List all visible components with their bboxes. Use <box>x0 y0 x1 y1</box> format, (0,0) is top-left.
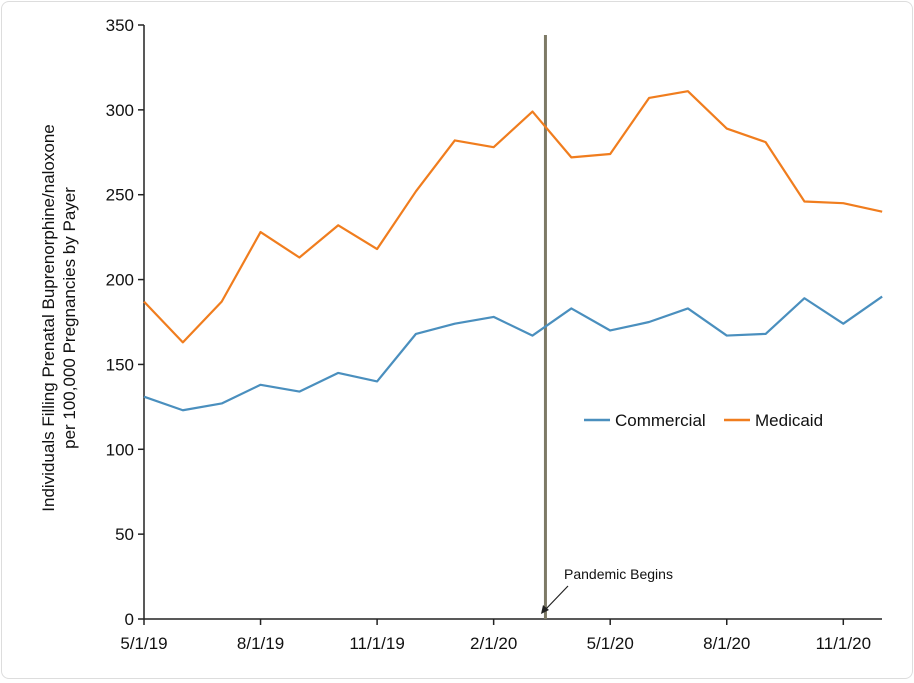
x-tick-label: 5/1/19 <box>120 634 167 653</box>
y-axis-label: Individuals Filling Prenatal Buprenorphi… <box>39 124 79 511</box>
x-tick-label: 11/1/19 <box>349 634 404 653</box>
x-tick-label: 11/1/20 <box>816 634 871 653</box>
legend-label-medicaid: Medicaid <box>755 411 823 430</box>
y-tick-label: 350 <box>106 16 134 35</box>
x-tick-label: 8/1/20 <box>703 634 750 653</box>
y-tick-label: 250 <box>106 186 134 205</box>
y-tick-label: 150 <box>106 355 134 374</box>
y-tick-label: 100 <box>106 440 134 459</box>
legend-label-commercial: Commercial <box>615 411 706 430</box>
x-tick-label: 5/1/20 <box>587 634 634 653</box>
y-tick-label: 50 <box>115 525 134 544</box>
y-tick-label: 0 <box>125 610 134 629</box>
x-tick-label: 8/1/19 <box>237 634 284 653</box>
y-tick-label: 200 <box>106 271 134 290</box>
series-line-medicaid <box>144 91 882 342</box>
y-tick-label: 300 <box>106 101 134 120</box>
annotation-label: Pandemic Begins <box>564 566 673 582</box>
y-axis-label-line-1: Individuals Filling Prenatal Buprenorphi… <box>39 124 58 511</box>
series-line-commercial <box>144 297 882 411</box>
x-tick-label: 2/1/20 <box>470 634 517 653</box>
annotation-arrow <box>545 586 568 610</box>
y-axis-label-line-2: per 100,000 Pregnancies by Payer <box>60 187 79 449</box>
